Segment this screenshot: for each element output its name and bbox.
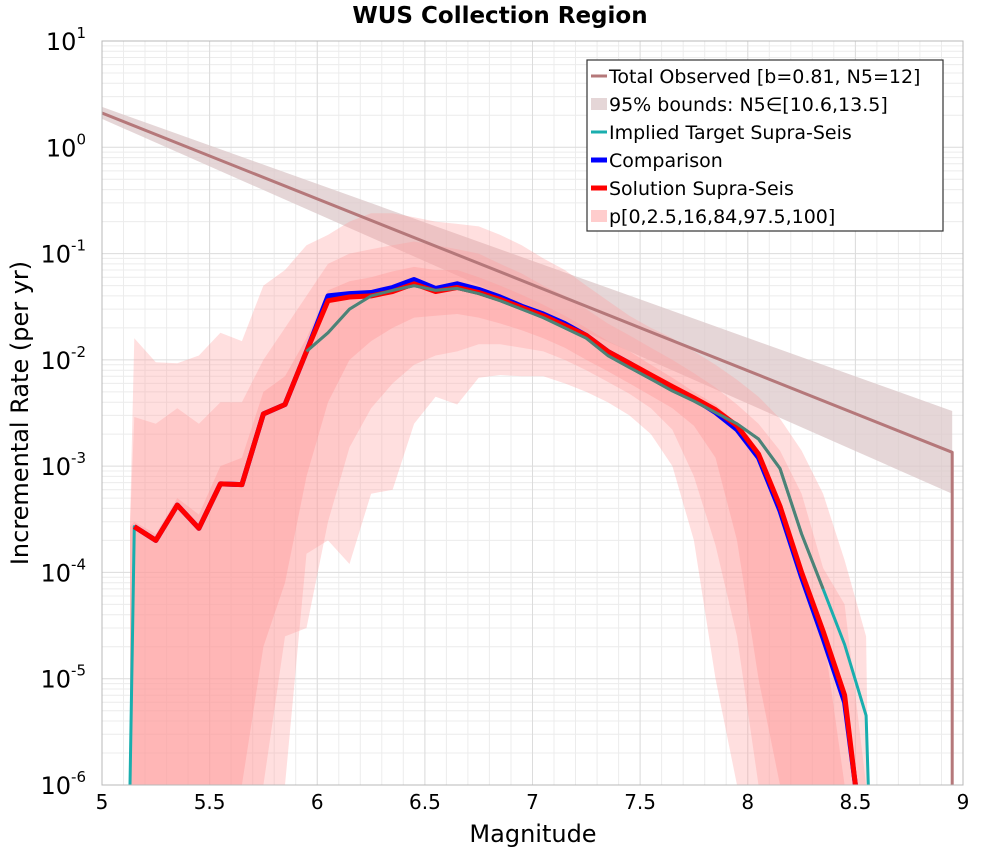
x-tick-label: 8	[741, 790, 754, 814]
y-tick-label: 10-3	[40, 449, 86, 481]
y-tick-label: 10-4	[40, 555, 86, 587]
legend-percentiles-swatch	[591, 210, 607, 222]
x-tick-label: 6.5	[409, 790, 441, 814]
legend: Total Observed [b=0.81, N5=12] 95% bounds…	[586, 59, 944, 232]
plot-frame	[101, 40, 964, 786]
legend-percentiles-label: p[0,2.5,16,84,97.5,100]	[609, 206, 835, 228]
x-axis-ticks: 5 5.5 6 6.5 7 7.5 8 8.5 9	[96, 790, 970, 814]
legend-implied-target-label: Implied Target Supra-Seis	[609, 122, 852, 144]
y-tick-label: 100	[46, 130, 86, 162]
chart-title: WUS Collection Region	[352, 3, 647, 29]
series-lines	[102, 111, 954, 785]
x-tick-label: 8.5	[839, 790, 871, 814]
percentile-band-p2_5-p97_5	[130, 241, 869, 785]
x-tick-label: 5	[96, 790, 109, 814]
y-tick-label: 10-6	[40, 768, 86, 800]
y-tick-label: 10-5	[40, 662, 86, 694]
legend-observed-bounds-label: 95% bounds: N5∈[10.6,13.5]	[609, 94, 888, 116]
x-tick-label: 9	[957, 790, 970, 814]
x-axis-title: Magnitude	[469, 820, 596, 848]
y-tick-label: 10-1	[40, 237, 86, 269]
y-tick-label: 101	[46, 24, 86, 56]
legend-total-observed-label: Total Observed [b=0.81, N5=12]	[608, 66, 920, 88]
legend-box	[586, 59, 944, 232]
implied-target-line-overlay	[305, 284, 825, 590]
x-tick-label: 5.5	[194, 790, 226, 814]
y-axis-title: Incremental Rate (per yr)	[6, 261, 34, 565]
total-observed-line	[102, 111, 954, 785]
x-tick-label: 6	[311, 790, 324, 814]
legend-observed-bounds-swatch	[591, 98, 607, 110]
percentile-band-p0-p100	[130, 213, 869, 785]
y-axis-ticks: 10-6 10-5 10-4 10-3 10-2 10-1 100 101	[40, 24, 86, 800]
x-tick-label: 7.5	[624, 790, 656, 814]
observed-95-bounds-band	[102, 106, 953, 494]
x-tick-label: 7	[526, 790, 539, 814]
legend-comparison-label: Comparison	[609, 150, 723, 172]
y-tick-label: 10-2	[40, 343, 86, 375]
legend-solution-label: Solution Supra-Seis	[609, 178, 794, 200]
